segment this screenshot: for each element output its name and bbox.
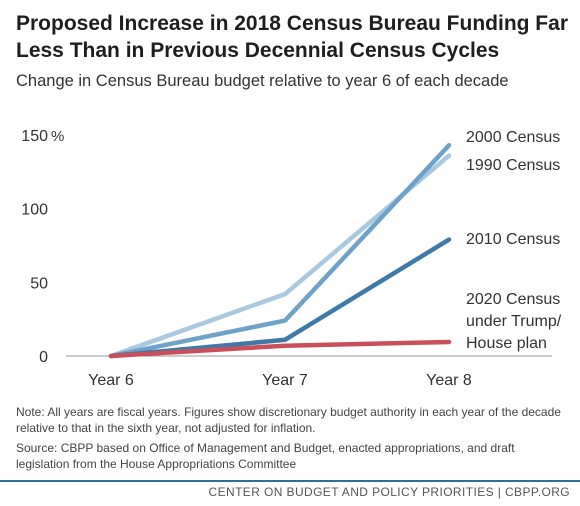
- y-tick-label: 0: [39, 349, 48, 366]
- series-line-3: [108, 339, 452, 359]
- series-line-0: [108, 153, 452, 359]
- y-tick-label: 100: [21, 202, 48, 219]
- y-unit-label: %: [51, 128, 64, 145]
- x-tick-label: Year 8: [426, 372, 472, 389]
- series-label: House plan: [466, 335, 547, 352]
- x-tick-label: Year 6: [88, 372, 134, 389]
- series-label: 1990 Census: [466, 157, 560, 174]
- source-text: Source: CBPP based on Office of Manageme…: [16, 441, 515, 471]
- series-label: under Trump/: [466, 313, 562, 330]
- chart-subtitle: Change in Census Bureau budget relative …: [16, 72, 509, 90]
- footer-divider: [0, 480, 580, 482]
- series-label: 2020 Census: [466, 291, 560, 308]
- x-tick-label: Year 7: [262, 372, 308, 389]
- y-tick-label: 150: [21, 128, 48, 145]
- note-text: Note: All years are fiscal years. Figure…: [16, 405, 561, 435]
- footer-credit: CENTER ON BUDGET AND POLICY PRIORITIES |…: [208, 485, 570, 499]
- notes-block: Note: All years are fiscal years. Figure…: [16, 405, 568, 477]
- chart-title: Proposed Increase in 2018 Census Bureau …: [16, 12, 568, 62]
- series-line-1: [108, 143, 452, 359]
- series-label: 2000 Census: [466, 129, 560, 146]
- y-tick-label: 50: [30, 275, 48, 292]
- series-label: 2010 Census: [466, 231, 560, 248]
- line-chart: 0 50 100 150 % Year 6 Year 7 Year 8 1990 Census 2…: [21, 128, 562, 389]
